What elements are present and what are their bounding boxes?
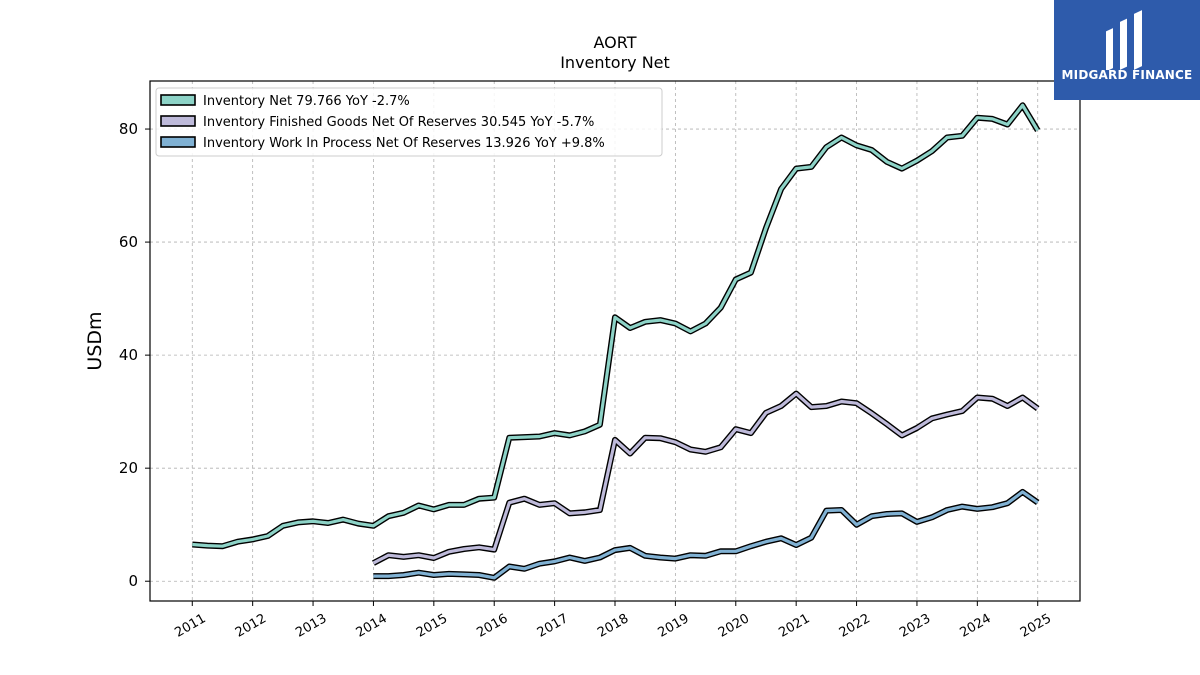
brand-logo: MIDGARD FINANCE <box>1054 0 1200 100</box>
series-line <box>372 392 1039 565</box>
y-axis-label: USDm <box>84 311 106 370</box>
legend-swatch <box>160 115 196 127</box>
y-tick-label: 20 <box>119 459 138 477</box>
logo-mark-icon <box>1106 10 1142 70</box>
legend-box <box>155 87 663 157</box>
y-tick-label: 60 <box>119 233 138 251</box>
series-line <box>192 103 1040 548</box>
y-tick-label: 80 <box>119 120 138 138</box>
chart-title: AORT <box>594 33 637 52</box>
legend-swatch <box>160 94 196 106</box>
series-lines <box>192 102 1041 581</box>
legend-label: Inventory Net 79.766 YoY -2.7% <box>203 94 410 109</box>
logo-text: MIDGARD FINANCE <box>1061 68 1193 82</box>
series-2 <box>372 390 1040 566</box>
y-tick-label: 40 <box>119 346 138 364</box>
y-tick-label: 0 <box>128 572 138 590</box>
legend: Inventory Net 79.766 YoY -2.7% Inventory … <box>155 87 663 157</box>
series-line <box>373 490 1039 580</box>
legend-label: Inventory Work In Process Net Of Reserve… <box>203 136 605 151</box>
legend-swatch <box>160 136 196 148</box>
series-1 <box>192 102 1041 550</box>
series-3 <box>373 488 1040 581</box>
grid <box>150 81 1080 601</box>
legend-label: Inventory Finished Goods Net Of Reserves… <box>203 115 594 130</box>
chart-subtitle: Inventory Net <box>560 53 670 72</box>
